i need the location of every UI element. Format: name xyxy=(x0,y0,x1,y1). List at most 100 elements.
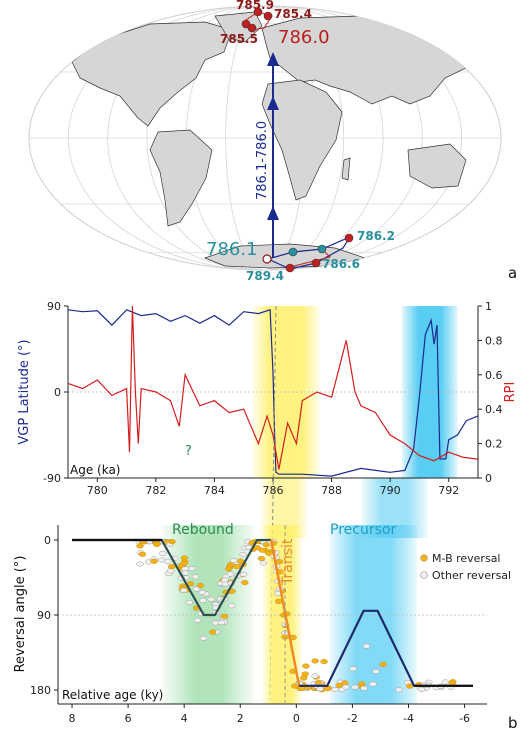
mb-reversal-point xyxy=(138,551,147,557)
mb-reversal-point xyxy=(241,579,249,586)
band-label-precursor: Precursor xyxy=(330,522,396,538)
vgp-point xyxy=(263,11,273,21)
landmass-north-america xyxy=(71,21,233,127)
y-right-tick-label: 0.8 xyxy=(485,334,503,347)
legend-label-other: Other reversal xyxy=(432,569,511,582)
x-tick-label: 788 xyxy=(321,484,342,497)
other-reversal-point xyxy=(239,551,247,558)
other-reversal-point xyxy=(193,617,202,623)
vgp-points xyxy=(241,7,354,273)
y-left-tick-label: 0 xyxy=(54,386,61,399)
legend-swatch-other xyxy=(420,571,428,579)
path-arrow-icon xyxy=(267,96,279,110)
legend-swatch-mb xyxy=(420,554,428,562)
vgp-path: 786.1-786.0 xyxy=(255,52,279,257)
mb-reversal-point xyxy=(265,550,273,556)
south-vgp-loop-red xyxy=(289,249,331,268)
ticks: 8 6 4 2 0 -2 -4 -6 0 90 180 xyxy=(30,534,470,725)
other-reversal-point xyxy=(159,550,167,556)
mb-reversal-point xyxy=(224,566,233,572)
vgp-point xyxy=(262,254,272,264)
other-reversal-point xyxy=(164,558,172,564)
legend-label-mb: M-B reversal xyxy=(432,552,501,565)
other-reversal-point xyxy=(136,561,144,567)
y-axis-left-label: VGP Latitude (°) xyxy=(17,339,32,444)
mb-reversal-point xyxy=(302,663,310,669)
y-left-tick-label: -90 xyxy=(43,472,61,485)
ticks: 780782784786788790792900-9010.80.60.40.2… xyxy=(43,300,502,497)
band-label-rebound: Rebound xyxy=(172,522,234,538)
mb-reversal-point xyxy=(379,661,387,667)
vgp-point xyxy=(253,7,263,17)
vgp-point xyxy=(247,23,257,33)
vgp-latitude-line xyxy=(67,308,479,477)
x-tick-label: -4 xyxy=(403,712,414,725)
x-tick-label: -6 xyxy=(459,712,470,725)
bands xyxy=(252,306,458,538)
other-reversal-point xyxy=(331,686,339,693)
x-tick-label: -2 xyxy=(347,712,358,725)
point-label: 785.4 xyxy=(274,7,312,21)
landmass-australia xyxy=(407,143,467,189)
other-reversal-point xyxy=(316,686,324,692)
other-reversal-point xyxy=(259,560,268,566)
y-tick-label: 90 xyxy=(37,609,51,622)
x-tick-label: 8 xyxy=(69,712,76,725)
vgp-point xyxy=(288,247,298,257)
mb-reversal-point xyxy=(236,558,245,564)
x-tick-label: 790 xyxy=(380,484,401,497)
transit-marker-line xyxy=(269,305,277,701)
other-reversal-point xyxy=(362,643,371,649)
other-reversal-point xyxy=(198,589,206,595)
point-label: 785.5 xyxy=(220,32,258,46)
point-label: 786.6 xyxy=(322,257,360,271)
vgp-point xyxy=(285,263,295,273)
point-label: 789.4 xyxy=(246,269,284,283)
other-reversal-point xyxy=(349,666,357,672)
other-reversal-point xyxy=(185,599,194,606)
vgp-point xyxy=(344,233,354,243)
path-label: 786.1-786.0 xyxy=(255,121,270,200)
y-right-tick-label: 0 xyxy=(485,472,492,485)
other-reversal-point xyxy=(207,596,216,602)
map-landmasses xyxy=(71,11,476,269)
mb-reversal-point xyxy=(136,543,144,549)
y-left-tick-label: 90 xyxy=(47,300,61,313)
other-reversal-point xyxy=(417,686,426,692)
other-reversal-point xyxy=(191,574,200,580)
other-reversal-point xyxy=(217,620,226,626)
other-reversal-point xyxy=(188,566,196,572)
landmass-africa xyxy=(261,79,343,201)
other-reversal-point xyxy=(360,685,368,691)
other-reversal-point xyxy=(239,571,248,577)
x-tick-label: 792 xyxy=(438,484,459,497)
point-label: 786.2 xyxy=(357,229,395,243)
y-right-tick-label: 0.2 xyxy=(485,438,503,451)
x-tick-label: 782 xyxy=(145,484,166,497)
other-reversal-point xyxy=(227,603,236,609)
y-right-tick-label: 1 xyxy=(485,300,492,313)
other-reversal-point xyxy=(192,586,201,592)
path-arrow-icon xyxy=(267,206,279,220)
x-tick-label: 2 xyxy=(237,712,244,725)
mb-reversal-point xyxy=(150,558,158,564)
other-reversal-point xyxy=(179,587,188,593)
reversal-angle-chart: 8 6 4 2 0 -2 -4 -6 0 90 180 Rebound Transit Precur… xyxy=(13,522,518,732)
mb-reversal-point xyxy=(168,539,176,545)
panel-label-b: b xyxy=(508,714,518,732)
mb-reversal-point xyxy=(335,682,343,688)
mb-reversal-point xyxy=(153,541,161,548)
highlight-band xyxy=(329,525,417,704)
other-reversal-point xyxy=(441,679,450,685)
graticule-meridian xyxy=(146,6,384,270)
mb-reversal-point xyxy=(262,542,271,548)
mb-reversal-point xyxy=(233,564,241,570)
band-label-transit: Transit xyxy=(280,538,296,586)
other-reversal-point xyxy=(311,673,319,679)
y-tick-label: 180 xyxy=(30,684,51,697)
mb-reversal-point xyxy=(258,547,267,553)
y-axis-right-label: RPI xyxy=(503,382,518,403)
landmass-madagascar xyxy=(341,157,351,181)
mb-reversal-point xyxy=(220,613,229,619)
series xyxy=(67,305,479,477)
